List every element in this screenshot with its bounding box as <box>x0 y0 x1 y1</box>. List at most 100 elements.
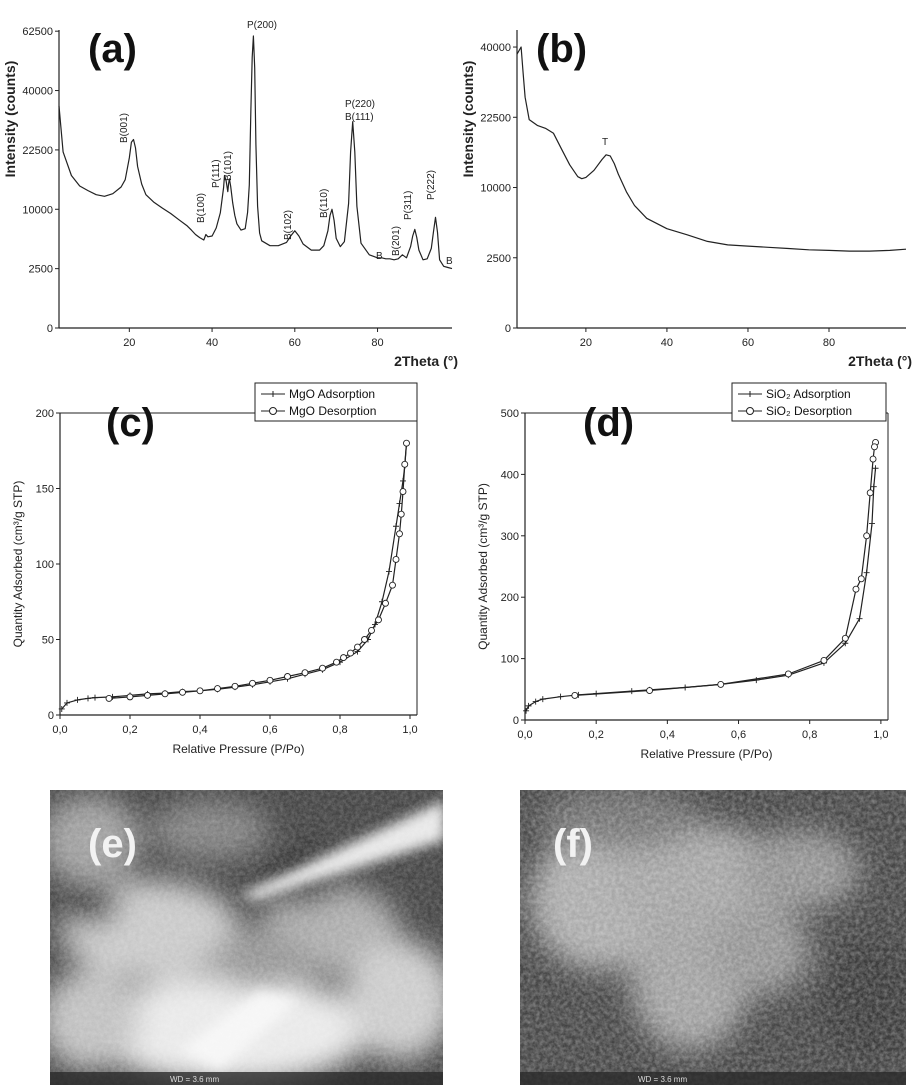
x-tick-label: 1,0 <box>402 724 417 736</box>
sem-footer-f: WD = 3.6 mm <box>638 1075 687 1084</box>
isotherm-chart-c: 0 50 100 150 200 0,0 0,2 0,4 0,6 0,8 1,0 Relative P… <box>11 382 418 756</box>
y-tick-label: 200 <box>501 592 519 604</box>
isotherm-c-adsorption-point <box>64 699 70 706</box>
isotherm-c-desorption-point <box>347 649 354 657</box>
isotherm-c-desorption-point <box>126 693 134 701</box>
sem-image-f: WD = 3.6 mm (f) <box>520 790 906 1085</box>
isotherm-chart-c-plot: 0 50 100 150 200 0,0 0,2 0,4 0,6 0,8 1,0 Relative P… <box>11 382 418 756</box>
x-axis-title: 2Theta (°) <box>848 353 912 369</box>
y-tick-label: 400 <box>501 469 519 481</box>
x-tick-label: 60 <box>289 337 301 349</box>
y-tick-label: 0 <box>505 323 511 335</box>
peak-annotation: B(102) <box>283 210 294 240</box>
isotherm-d-desorption-point <box>871 443 878 451</box>
legend-box <box>731 382 887 422</box>
x-tick-label: 0,6 <box>262 724 277 736</box>
isotherm-c-desorption-point <box>361 636 368 643</box>
isotherm-c-adsorption-point <box>393 523 399 530</box>
isotherm-c-desorption-point <box>340 654 347 662</box>
isotherm-c-adsorption-point <box>58 705 65 712</box>
x-tick-label: 0,8 <box>332 724 347 736</box>
isotherm-d-adsorption-point <box>557 693 564 700</box>
y-tick-label: 200 <box>36 408 54 420</box>
isotherm-c-desorption-point <box>179 688 186 696</box>
y-tick-label: 62500 <box>22 26 53 38</box>
peak-annotation: B <box>446 256 453 267</box>
x-tick-label: 0,2 <box>122 724 137 736</box>
isotherm-c-desorption-point <box>392 556 400 563</box>
isotherm-c-desorption-point <box>161 690 169 698</box>
isotherm-d-desorption-point <box>784 670 792 678</box>
isotherm-d-adsorption-point <box>856 615 863 622</box>
isotherm-d-desorption-point <box>857 575 865 583</box>
legend-swatch-marker <box>747 391 753 397</box>
x-tick-label: 0,8 <box>802 729 817 741</box>
isotherm-d-adsorption-point <box>863 569 870 576</box>
panel-label-b: (b) <box>536 27 587 71</box>
legend-label: SiO₂ Adsorption <box>766 387 851 401</box>
isotherm-d-desorption-point <box>841 634 849 642</box>
isotherm-d-adsorption-point <box>539 696 546 703</box>
peak-annotation: B(110) <box>319 189 330 218</box>
x-tick-label: 40 <box>206 337 218 349</box>
panel-label-c: (c) <box>106 401 155 445</box>
isotherm-d-adsorption-point <box>525 702 532 709</box>
sem-image-e: WD = 3.6 mm (e) <box>50 790 443 1085</box>
y-tick-label: 40000 <box>480 42 511 54</box>
legend-label: MgO Adsorption <box>289 387 375 401</box>
y-axis-title: Intensity (counts) <box>2 61 18 178</box>
x-tick-label: 0,6 <box>731 729 746 741</box>
isotherm-c-desorption-point <box>301 669 309 677</box>
x-tick-label: 0,0 <box>517 729 532 741</box>
isotherm-c-desorption-point <box>231 682 239 690</box>
y-tick-label: 100 <box>501 654 519 666</box>
isotherm-c-series-adsorption-line <box>61 443 408 710</box>
isotherm-c-desorption-point <box>319 664 326 672</box>
peak-annotation: B(111) <box>345 112 374 123</box>
x-axis-title: 2Theta (°) <box>394 353 458 369</box>
isotherm-c-adsorption-point <box>92 694 98 701</box>
isotherm-c-desorption-point <box>399 488 407 495</box>
y-tick-label: 300 <box>501 531 519 543</box>
peak-annotation: P(220) <box>345 99 375 110</box>
isotherm-d-desorption-point <box>852 585 860 593</box>
panel-label-f: (f) <box>553 822 593 866</box>
isotherm-d-adsorption-point <box>532 698 539 705</box>
x-tick-label: 80 <box>823 337 835 349</box>
isotherm-d-adsorption-point <box>870 483 877 490</box>
peak-annotation: B(101) <box>223 151 234 181</box>
isotherm-d-adsorption-point <box>868 520 875 527</box>
panel-label-a: (a) <box>88 27 137 71</box>
peak-annotation: B(100) <box>196 193 207 223</box>
isotherm-d-desorption-point <box>646 687 654 694</box>
legend-swatch-marker <box>270 391 276 397</box>
isotherm-d-adsorption-point <box>523 707 530 714</box>
y-tick-label: 22500 <box>480 112 511 124</box>
peak-annotation: T <box>602 137 608 148</box>
legend-label: SiO₂ Desorption <box>766 404 852 418</box>
isotherm-c-desorption-point <box>105 694 113 702</box>
peak-annotation: B <box>376 251 383 262</box>
isotherm-c-desorption-point <box>284 673 291 680</box>
x-tick-label: 20 <box>123 337 135 349</box>
legend-box <box>254 382 418 422</box>
peak-annotation: P(111) <box>211 159 222 188</box>
isotherm-c-desorption-point <box>249 679 256 687</box>
isotherm-c-adsorption-point <box>74 696 81 703</box>
isotherm-c-desorption-point <box>214 685 221 693</box>
y-axis-title: Quantity Adsorbed (cm³/g STP) <box>476 483 490 650</box>
panel-label-e: (e) <box>88 822 137 866</box>
x-tick-label: 80 <box>371 337 383 349</box>
y-tick-label: 40000 <box>22 86 53 98</box>
xrd-chart-b: 0 2500 10000 22500 40000 20 40 60 80 2Theta (°) In… <box>460 27 912 369</box>
isotherm-c-desorption-point <box>354 643 361 651</box>
y-axis-title: Quantity Adsorbed (cm³/g STP) <box>11 481 25 648</box>
x-tick-label: 40 <box>661 337 673 349</box>
x-tick-label: 0,0 <box>52 724 67 736</box>
isotherm-c-adsorption-point <box>85 695 91 702</box>
peak-annotation: P(311) <box>403 191 414 220</box>
isotherm-c-series-desorption-line <box>108 443 408 699</box>
isotherm-d-desorption-point <box>717 680 725 688</box>
isotherm-c-desorption-point <box>333 658 340 666</box>
xrd-chart-a-plot: 0 2500 10000 22500 40000 62500 20 40 60 80 2Theta … <box>2 20 458 369</box>
